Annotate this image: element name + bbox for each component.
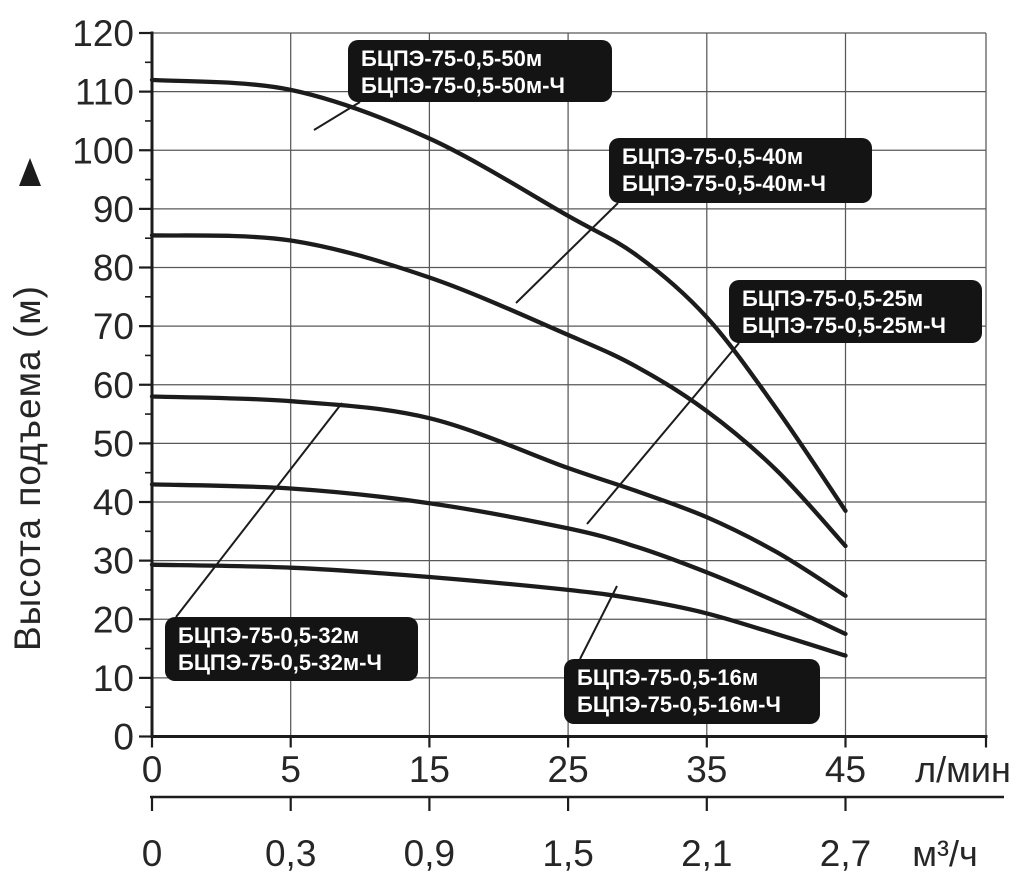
x-tick-label-lmin: 15 <box>409 749 450 790</box>
callout-leader-40m <box>515 202 619 304</box>
y-tick-label: 30 <box>93 541 134 582</box>
callout-label-ch: БЦПЭ-75-0,5-25м-Ч <box>742 313 946 338</box>
x-tick-label-m3h: 0,3 <box>265 833 316 874</box>
callout-label-ch: БЦПЭ-75-0,5-16м-Ч <box>577 692 781 717</box>
callout-leader-25m <box>586 342 740 525</box>
callout-label: БЦПЭ-75-0,5-50м <box>361 46 542 71</box>
curve-40m <box>149 233 848 549</box>
x-tick-label-m3h: 0,9 <box>404 833 455 874</box>
x-tick-label-lmin: 45 <box>825 749 866 790</box>
x-tick-label-m3h: 1,5 <box>542 833 593 874</box>
callout-box-40m <box>609 138 872 203</box>
y-tick-label: 100 <box>72 130 134 171</box>
y-axis: 0 10 20 30 40 50 60 70 80 90 100 110 120 <box>72 13 152 758</box>
x-tick-label-lmin: 25 <box>548 749 589 790</box>
x-tick-label-lmin: 35 <box>686 749 727 790</box>
curves <box>149 77 848 658</box>
y-tick-label: 60 <box>93 365 134 406</box>
x-axis-primary: 0 5 15 25 35 45 л/мин <box>142 736 1011 790</box>
callout-leader-50m <box>313 101 361 131</box>
x-axis-unit-m3h: м³/ч <box>912 833 978 874</box>
callout-label-ch: БЦПЭ-75-0,5-40м-Ч <box>622 171 826 196</box>
y-tick-label: 20 <box>93 599 134 640</box>
y-tick-label: 40 <box>93 482 134 523</box>
callout-label: БЦПЭ-75-0,5-16м <box>577 665 758 690</box>
y-tick-label: 70 <box>93 306 134 347</box>
callout-leader-32m <box>175 402 343 618</box>
x-tick-label-lmin: 5 <box>280 749 301 790</box>
callout-label-ch: БЦПЭ-75-0,5-50м-Ч <box>361 73 565 98</box>
curve-25m <box>149 482 848 637</box>
y-axis-title: Высота подъема (м) <box>7 285 48 651</box>
callout-box-32m <box>165 617 418 681</box>
x-tick-label-m3h: 2,7 <box>820 833 871 874</box>
x-tick-label-m3h: 2,1 <box>681 833 732 874</box>
callout-box-25m <box>729 280 982 343</box>
curve-50m <box>149 77 848 513</box>
curve-32m <box>149 394 848 598</box>
callouts: БЦПЭ-75-0,5-50мБЦПЭ-75-0,5-50м-ЧБЦПЭ-75-… <box>165 40 982 724</box>
y-axis-title-group: Высота подъема (м) <box>7 158 48 651</box>
x-axis-unit-lmin: л/мин <box>915 749 1011 790</box>
y-tick-label: 90 <box>93 189 134 230</box>
x-tick-label-m3h: 0 <box>142 833 163 874</box>
callout-label: БЦПЭ-75-0,5-25м <box>742 286 923 311</box>
callout-label-ch: БЦПЭ-75-0,5-32м-Ч <box>178 650 382 675</box>
callout-label: БЦПЭ-75-0,5-32м <box>178 623 359 648</box>
y-tick-label: 110 <box>75 72 134 113</box>
up-arrow-icon <box>19 158 41 186</box>
x-tick-label-lmin: 0 <box>142 749 163 790</box>
y-tick-label: 10 <box>93 658 134 699</box>
callout-box-16m <box>564 659 820 724</box>
callout-label: БЦПЭ-75-0,5-40м <box>622 144 803 169</box>
y-tick-label: 50 <box>93 423 134 464</box>
callout-box-50m <box>348 40 612 102</box>
x-axis-secondary: 0 0,3 0,9 1,5 2,1 2,7 м³/ч <box>142 795 1004 874</box>
curve-16m <box>149 562 848 658</box>
callout-leader-16m <box>579 585 618 660</box>
y-tick-label: 120 <box>72 13 134 54</box>
y-tick-label: 80 <box>93 248 134 289</box>
y-tick-label: 0 <box>113 717 134 758</box>
